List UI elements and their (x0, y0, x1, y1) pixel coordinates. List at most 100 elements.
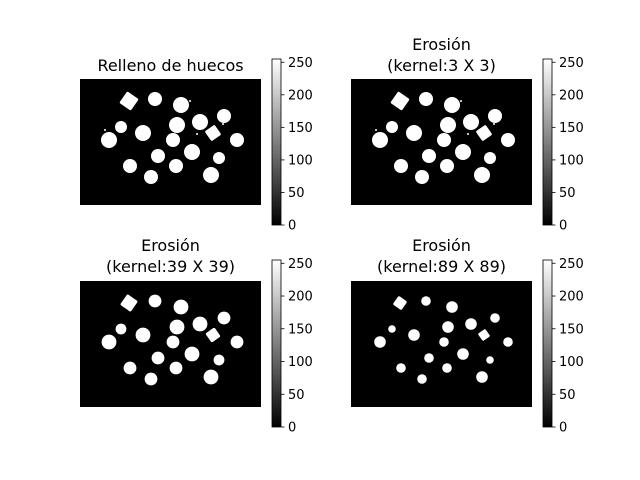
colorbar-tick-label: 200 (559, 290, 584, 305)
colorbar-tick-label: 50 (559, 388, 576, 403)
blob-object (488, 109, 502, 123)
blob-object (166, 133, 180, 147)
blob-object (148, 92, 162, 106)
colorbar-tick-label: 0 (559, 219, 567, 234)
colorbar-tick-label: 100 (559, 153, 584, 168)
blob-object (440, 159, 454, 173)
colorbar-tick-label: 100 (288, 355, 313, 370)
noise-dot (493, 123, 495, 125)
blob-object (151, 149, 165, 163)
panel-title: (kernel:39 X 39) (106, 257, 235, 276)
panel-title: (kernel:3 X 3) (387, 56, 496, 75)
noise-dot (104, 129, 106, 131)
blob-object (490, 313, 500, 323)
blob-object (184, 144, 200, 160)
square-object (478, 329, 490, 341)
blob-object (474, 167, 490, 183)
blob-object (484, 152, 496, 164)
blob-object (135, 125, 151, 141)
blob-object (442, 363, 452, 373)
blob-object (421, 296, 431, 306)
blob-object (135, 327, 151, 343)
colorbar-tick-label: 250 (288, 257, 313, 272)
blob-object (217, 311, 231, 325)
colorbar-tick-label: 200 (559, 88, 584, 103)
colorbar-tick-label: 150 (559, 121, 584, 136)
blob-object (151, 351, 165, 365)
colorbar-tick-label: 0 (288, 219, 296, 234)
panel-title: (kernel:89 X 89) (377, 257, 506, 276)
blob-object (422, 149, 436, 163)
square-object (390, 91, 410, 111)
blob-object (144, 372, 158, 386)
blob-object (374, 336, 386, 348)
panel-title: Erosión (141, 236, 200, 255)
blob-object (213, 152, 225, 164)
blob-object (486, 356, 494, 364)
colorbar-tick-label: 0 (559, 421, 567, 436)
panel-title: Erosión (412, 236, 471, 255)
blob-object (203, 167, 219, 183)
blob-object (169, 117, 185, 133)
blob-object (173, 97, 189, 113)
blob-object (444, 97, 460, 113)
blob-object (463, 114, 479, 130)
blob-object (386, 121, 398, 133)
blob-object (169, 319, 185, 335)
blob-object (424, 353, 434, 363)
colorbar-tick-label: 50 (288, 388, 305, 403)
blob-object (144, 170, 158, 184)
blob-object (203, 369, 219, 385)
blob-object (166, 335, 180, 349)
square-object (476, 125, 492, 141)
colorbar-tick-label: 250 (559, 257, 584, 272)
blob-object (123, 361, 137, 375)
blob-object (503, 337, 513, 347)
panels: Relleno de huecos 0 50 100 150 200 250 Erosión (… (80, 35, 584, 436)
blob-object (230, 133, 244, 147)
square-object (393, 296, 407, 310)
noise-dot (189, 100, 191, 102)
noise-dot (467, 133, 469, 135)
blob-object (192, 316, 208, 332)
blob-object (394, 159, 408, 173)
blob-object (388, 325, 396, 333)
blob-object (123, 159, 137, 173)
noise-dot (375, 129, 377, 131)
panel-title: Erosión (412, 35, 471, 54)
blob-object (455, 144, 471, 160)
colorbar-tick-label: 50 (559, 186, 576, 201)
blob-object (184, 346, 200, 362)
blob-object (115, 121, 127, 133)
colorbar-tick-label: 100 (559, 355, 584, 370)
colorbar-tick-label: 100 (288, 153, 313, 168)
colorbar-tick-label: 0 (288, 421, 296, 436)
blob-object (501, 133, 515, 147)
colorbar-tick-label: 150 (559, 322, 584, 337)
blob-object (415, 170, 429, 184)
blob-object (406, 125, 422, 141)
colorbar (271, 259, 282, 428)
colorbar-tick-label: 50 (288, 186, 305, 201)
square-object (205, 125, 221, 141)
noise-dot (222, 123, 224, 125)
blob-object (169, 159, 183, 173)
blob-object (217, 109, 231, 123)
colorbar (271, 58, 282, 226)
panel: Erosión (kernel:89 X 89) 0 50 100 150 200 250 (351, 236, 584, 436)
noise-dot (196, 133, 198, 135)
colorbar-tick-label: 150 (288, 322, 313, 337)
blob-object (440, 117, 456, 133)
colorbar-tick-label: 200 (288, 88, 313, 103)
noise-dot (460, 100, 462, 102)
panel: Relleno de huecos 0 50 100 150 200 250 (80, 56, 313, 234)
blob-object (101, 132, 117, 148)
blob-object (417, 374, 427, 384)
square-object (205, 327, 221, 343)
colorbar-tick-label: 150 (288, 121, 313, 136)
blob-object (169, 361, 183, 375)
blob-object (148, 294, 162, 308)
blob-object (101, 334, 117, 350)
blob-object (419, 92, 433, 106)
